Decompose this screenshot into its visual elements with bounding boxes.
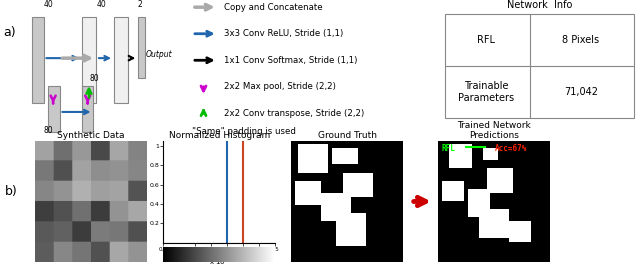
Text: 2x2 Conv transpose, Stride (2,2): 2x2 Conv transpose, Stride (2,2) (224, 109, 364, 118)
Bar (114, 17, 128, 103)
Text: b): b) (5, 185, 17, 198)
Text: Trainable
Parameters: Trainable Parameters (458, 81, 515, 103)
Bar (48, 86, 60, 132)
Text: Acc=67%: Acc=67% (494, 144, 527, 153)
Text: 80: 80 (90, 74, 100, 83)
Text: Network  Info: Network Info (506, 0, 572, 10)
Bar (82, 17, 96, 103)
Text: RFL: RFL (477, 35, 495, 45)
Text: 80: 80 (43, 126, 53, 135)
Bar (445, 14, 634, 118)
Text: 1x1 Conv Softmax, Stride (1,1): 1x1 Conv Softmax, Stride (1,1) (224, 56, 357, 65)
Text: 71,042: 71,042 (564, 87, 598, 97)
Text: 8 Pixels: 8 Pixels (562, 35, 599, 45)
Bar (32, 17, 44, 103)
Title: Synthetic Data: Synthetic Data (58, 131, 125, 140)
Title: Normalized Histogram: Normalized Histogram (168, 131, 270, 140)
Text: 2x2 Max pool, Stride (2,2): 2x2 Max pool, Stride (2,2) (224, 82, 336, 91)
Text: 40: 40 (43, 0, 53, 9)
Text: Output: Output (146, 50, 173, 59)
Text: 40: 40 (96, 0, 106, 9)
Text: 2: 2 (137, 0, 142, 9)
Text: RFL: RFL (442, 144, 456, 153)
Text: a): a) (3, 26, 16, 39)
Bar (138, 17, 145, 78)
Text: 3x3 Conv ReLU, Stride (1,1): 3x3 Conv ReLU, Stride (1,1) (224, 29, 343, 38)
Bar (82, 86, 93, 132)
Title: Trained Network
Predictions: Trained Network Predictions (458, 121, 531, 140)
Text: "Same" padding is used: "Same" padding is used (192, 127, 296, 136)
Title: Ground Truth: Ground Truth (317, 131, 377, 140)
Text: x 10$^4$: x 10$^4$ (209, 257, 229, 268)
Text: Copy and Concatenate: Copy and Concatenate (224, 3, 323, 12)
